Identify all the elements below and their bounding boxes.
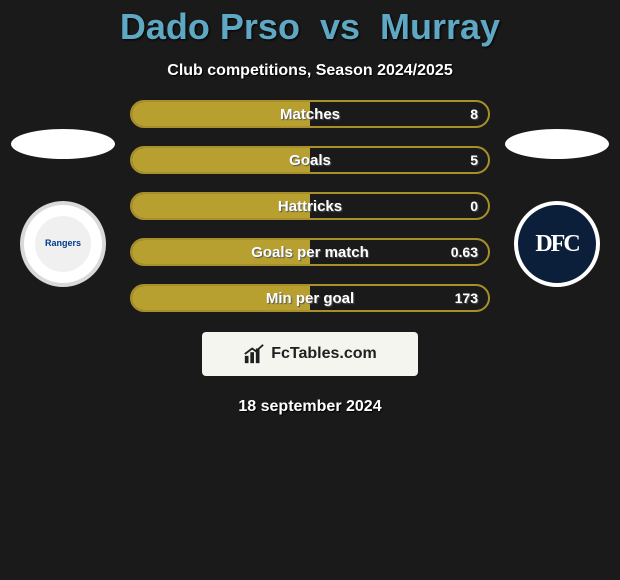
team2-crest-label: DFC: [535, 231, 578, 258]
stat-label: Hattricks: [278, 198, 342, 215]
brand-text: FcTables.com: [271, 345, 377, 363]
stat-bar: Goals 5: [130, 146, 490, 174]
right-team-col: DFC: [502, 125, 612, 287]
stat-bar: Goals per match 0.63: [130, 238, 490, 266]
stat-label: Min per goal: [266, 290, 354, 307]
player2-name: Murray: [380, 6, 500, 47]
stat-value-right: 5: [470, 152, 478, 168]
page-title: Dado Prso vs Murray: [120, 6, 500, 48]
stat-label: Matches: [280, 106, 340, 123]
stat-value-right: 0: [470, 198, 478, 214]
team1-crest-label: Rangers: [35, 216, 91, 272]
player2-silhouette: [505, 129, 609, 159]
content-row: Rangers Matches 8 Goals 5 Hattricks 0 Goals pe…: [0, 100, 620, 312]
player1-silhouette: [11, 129, 115, 159]
team1-crest: Rangers: [20, 201, 106, 287]
stat-bar-fill: [132, 148, 310, 172]
stat-bar: Hattricks 0: [130, 192, 490, 220]
stat-value-right: 0.63: [451, 244, 478, 260]
comparison-card: Dado Prso vs Murray Club competitions, S…: [0, 0, 620, 580]
stat-value-right: 173: [455, 290, 478, 306]
player1-name: Dado Prso: [120, 6, 300, 47]
vs-label: vs: [320, 6, 360, 47]
stat-label: Goals: [289, 152, 331, 169]
date-text: 18 september 2024: [238, 398, 381, 416]
stat-bars: Matches 8 Goals 5 Hattricks 0 Goals per match 0…: [118, 100, 502, 312]
stat-bar: Min per goal 173: [130, 284, 490, 312]
team2-crest: DFC: [514, 201, 600, 287]
chart-icon: [243, 343, 265, 365]
stat-value-right: 8: [470, 106, 478, 122]
stat-bar: Matches 8: [130, 100, 490, 128]
stat-label: Goals per match: [251, 244, 369, 261]
brand-badge: FcTables.com: [202, 332, 418, 376]
subtitle: Club competitions, Season 2024/2025: [167, 62, 452, 80]
left-team-col: Rangers: [8, 125, 118, 287]
